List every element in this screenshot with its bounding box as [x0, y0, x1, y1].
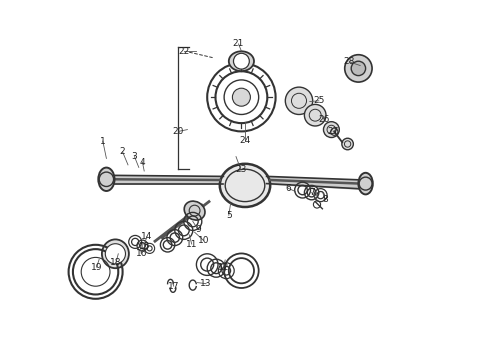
- Text: 18: 18: [110, 258, 122, 266]
- Text: 24: 24: [240, 136, 250, 145]
- Circle shape: [304, 104, 326, 126]
- Text: 19: 19: [91, 263, 102, 272]
- Text: 11: 11: [186, 240, 197, 248]
- Text: 4: 4: [140, 158, 145, 166]
- Text: 21: 21: [233, 40, 244, 49]
- Ellipse shape: [358, 173, 373, 194]
- Text: 20: 20: [172, 127, 184, 136]
- Text: 6: 6: [285, 184, 291, 193]
- Ellipse shape: [220, 164, 270, 207]
- Text: 23: 23: [235, 165, 246, 174]
- Ellipse shape: [98, 168, 115, 191]
- Text: 16: 16: [136, 249, 147, 258]
- Text: 8: 8: [322, 194, 328, 204]
- Text: 14: 14: [142, 233, 153, 242]
- Circle shape: [323, 122, 339, 138]
- Ellipse shape: [184, 201, 205, 220]
- Circle shape: [233, 53, 249, 69]
- Text: 10: 10: [198, 236, 209, 245]
- Circle shape: [342, 138, 353, 150]
- Circle shape: [351, 61, 366, 76]
- Text: 2: 2: [120, 148, 125, 157]
- Ellipse shape: [229, 51, 254, 71]
- Text: 7: 7: [309, 188, 315, 197]
- Circle shape: [285, 87, 313, 114]
- Text: 5: 5: [226, 211, 232, 220]
- Text: 3: 3: [132, 152, 137, 161]
- Text: 25: 25: [313, 96, 324, 105]
- Text: 13: 13: [200, 279, 212, 288]
- Text: 28: 28: [343, 58, 355, 67]
- Circle shape: [105, 244, 125, 264]
- Text: 26: 26: [318, 115, 330, 124]
- Ellipse shape: [102, 239, 129, 268]
- Text: 9: 9: [196, 225, 201, 234]
- Circle shape: [232, 88, 250, 106]
- Text: 17: 17: [168, 282, 179, 291]
- Circle shape: [345, 55, 372, 82]
- Text: 27: 27: [327, 127, 339, 136]
- Text: 12: 12: [218, 263, 229, 272]
- Text: 1: 1: [100, 137, 106, 146]
- Text: 22: 22: [178, 47, 190, 56]
- Text: 15: 15: [139, 242, 150, 251]
